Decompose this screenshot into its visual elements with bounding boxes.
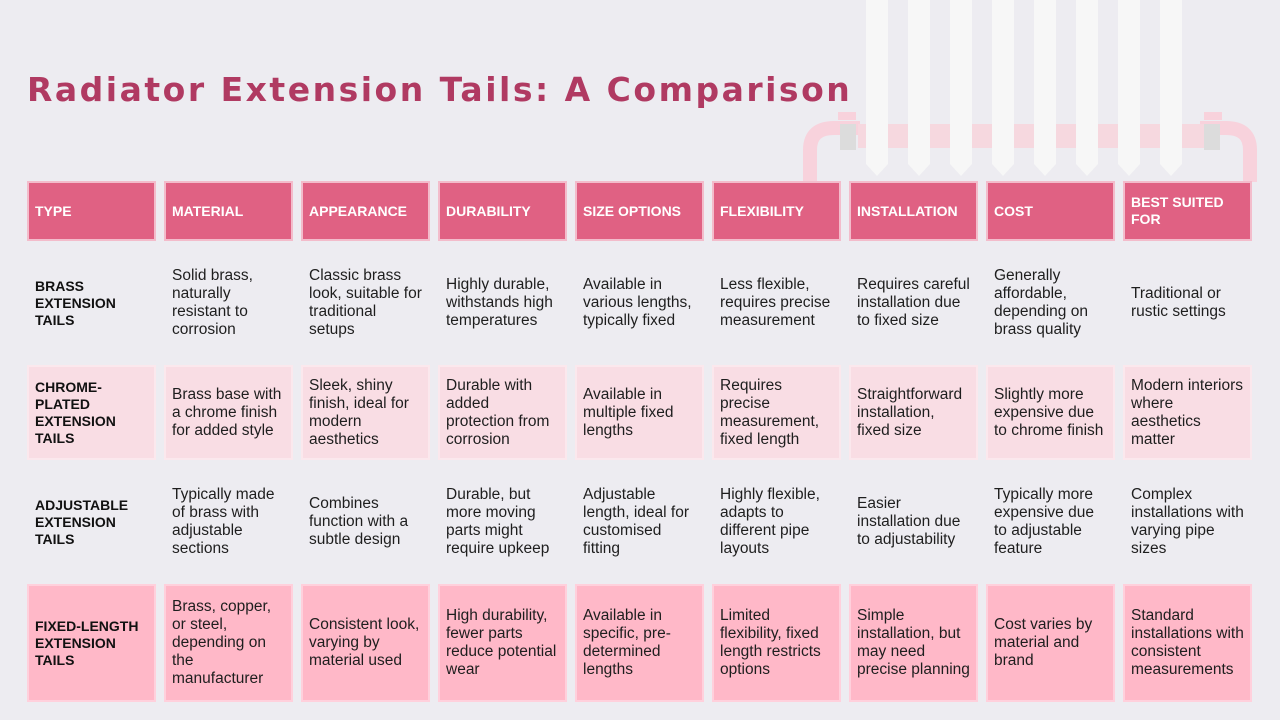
- table-cell: Modern interiors where aesthetics matter: [1123, 365, 1252, 460]
- header-size-options: SIZE OPTIONS: [575, 181, 704, 241]
- table-cell: Standard installations with consistent m…: [1123, 584, 1252, 702]
- table-cell: Combines function with a subtle design: [309, 495, 409, 548]
- table-cell: Classic brass look, suitable for traditi…: [309, 267, 422, 338]
- comparison-table: TYPE MATERIAL APPEARANCE DURABILITY SIZE…: [27, 181, 1252, 702]
- header-cost: COST: [986, 181, 1115, 241]
- table-cell: Sleek, shiny finish, ideal for modern ae…: [301, 365, 430, 460]
- table-cell: High durability, fewer parts reduce pote…: [438, 584, 567, 702]
- page-title: Radiator Extension Tails: A Comparison: [27, 70, 853, 109]
- radiator-illustration-icon: [803, 0, 1257, 182]
- table-cell: Complex installations with varying pipe …: [1131, 486, 1244, 557]
- row-type-cell: ADJUSTABLE EXTENSION TAILS: [35, 496, 129, 547]
- table-cell: Cost varies by material and brand: [986, 584, 1115, 702]
- table-cell: Highly durable, withstands high temperat…: [446, 276, 553, 329]
- row-type-cell: BRASS EXTENSION TAILS: [35, 277, 116, 328]
- header-durability: DURABILITY: [438, 181, 567, 241]
- table-cell: Straightforward installation, fixed size: [849, 365, 978, 460]
- table-cell: Traditional or rustic settings: [1131, 285, 1226, 320]
- table-cell: Simple installation, but may need precis…: [849, 584, 978, 702]
- table-cell: Consistent look, varying by material use…: [301, 584, 430, 702]
- table-cell: Less flexible, requires precise measurem…: [720, 276, 831, 329]
- table-cell: Brass base with a chrome finish for adde…: [164, 365, 293, 460]
- header-best-suited-for: BEST SUITED FOR: [1123, 181, 1252, 241]
- row-type-cell: FIXED-LENGTH EXTENSION TAILS: [27, 584, 156, 702]
- table-cell: Available in specific, pre-determined le…: [575, 584, 704, 702]
- table-cell: Slightly more expensive due to chrome fi…: [986, 365, 1115, 460]
- table-cell: Highly flexible, adapts to different pip…: [720, 486, 820, 557]
- header-material: MATERIAL: [164, 181, 293, 241]
- table-cell: Durable with added protection from corro…: [438, 365, 567, 460]
- table-cell: Typically more expensive due to adjustab…: [994, 486, 1094, 557]
- header-flexibility: FLEXIBILITY: [712, 181, 841, 241]
- header-appearance: APPEARANCE: [301, 181, 430, 241]
- header-installation: INSTALLATION: [849, 181, 978, 241]
- header-type: TYPE: [27, 181, 156, 241]
- table-cell: Limited flexibility, fixed length restri…: [712, 584, 841, 702]
- table-cell: Available in various lengths, typically …: [583, 276, 692, 329]
- table-cell: Brass, copper, or steel, depending on th…: [164, 584, 293, 702]
- table-cell: Requires careful installation due to fix…: [857, 276, 970, 329]
- table-cell: Typically made of brass with adjustable …: [172, 486, 275, 557]
- table-cell: Solid brass, naturally resistant to corr…: [172, 267, 253, 338]
- table-cell: Requires precise measurement, fixed leng…: [712, 365, 841, 460]
- row-type-cell: CHROME-PLATED EXTENSION TAILS: [27, 365, 156, 460]
- table-cell: Generally affordable, depending on brass…: [994, 267, 1088, 338]
- table-cell: Adjustable length, ideal for customised …: [583, 486, 689, 557]
- table-cell: Easier installation due to adjustability: [857, 495, 961, 548]
- table-cell: Durable, but more moving parts might req…: [446, 486, 550, 557]
- table-cell: Available in multiple fixed lengths: [575, 365, 704, 460]
